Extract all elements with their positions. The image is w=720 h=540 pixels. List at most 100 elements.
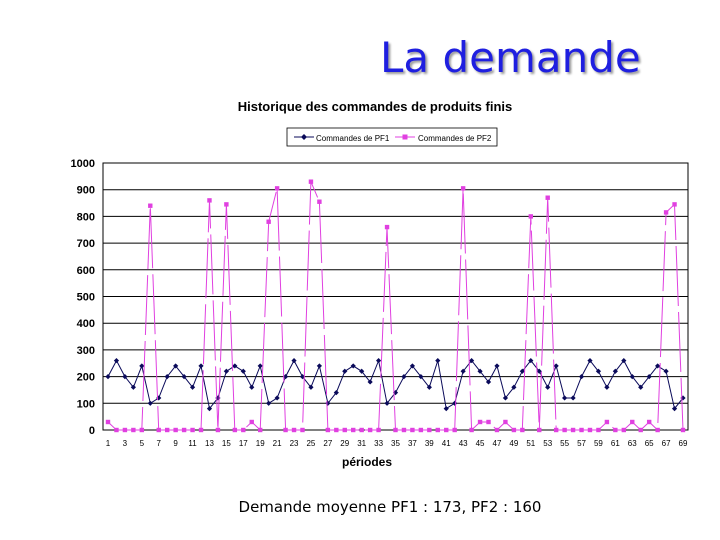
x-tick-label: 55 <box>560 439 569 448</box>
data-point-pf1 <box>223 368 229 374</box>
x-tick-label: 49 <box>509 439 518 448</box>
data-point-pf2 <box>249 419 254 425</box>
data-point-pf1 <box>274 395 280 401</box>
data-point-pf1 <box>257 363 263 369</box>
data-point-pf2 <box>672 202 677 207</box>
data-point-pf1 <box>646 374 652 380</box>
x-tick-label: 45 <box>476 439 485 448</box>
data-point-pf1 <box>570 395 576 401</box>
x-tick-label: 13 <box>205 439 214 448</box>
data-point-pf2 <box>638 427 643 433</box>
data-point-pf1 <box>130 384 136 390</box>
data-point-pf2 <box>503 419 508 425</box>
data-point-pf2 <box>410 427 415 433</box>
data-point-pf1 <box>528 357 534 364</box>
x-tick-label: 7 <box>157 439 162 448</box>
data-point-pf1 <box>562 395 568 401</box>
data-point-pf1 <box>266 400 272 406</box>
data-point-pf1 <box>249 384 255 390</box>
data-point-pf2 <box>266 219 271 224</box>
data-point-pf2 <box>359 427 364 433</box>
x-tick-label: 23 <box>290 439 299 448</box>
data-point-pf2 <box>401 427 407 433</box>
data-point-pf2 <box>317 199 322 204</box>
data-point-pf1 <box>350 363 356 369</box>
data-point-pf2 <box>300 427 305 433</box>
data-point-pf1 <box>469 357 475 364</box>
x-tick-label: 21 <box>273 439 282 448</box>
data-point-pf1 <box>578 374 585 380</box>
data-point-pf2 <box>156 427 161 433</box>
data-point-pf2 <box>613 427 618 433</box>
data-point-pf1 <box>367 379 373 385</box>
data-point-pf1 <box>308 384 314 390</box>
data-point-pf1 <box>612 368 618 374</box>
x-tick-label: 17 <box>239 439 248 448</box>
data-point-pf2 <box>587 427 593 433</box>
data-point-pf1 <box>359 368 365 374</box>
data-point-pf2 <box>198 427 204 433</box>
data-point-pf2 <box>105 419 111 425</box>
y-tick-label: 900 <box>77 185 95 197</box>
x-tick-label: 25 <box>306 439 315 448</box>
legend-label-pf2: Commandes de PF2 <box>418 134 492 143</box>
footer-text: Demande moyenne PF1 : 173, PF2 : 160 <box>0 498 720 516</box>
data-point-pf1 <box>443 406 449 412</box>
x-axis: 1 3 5 7 9 11 13 15 17 19 21 23 25 27 29 31 33 35 37 39 41 43 4… <box>106 439 688 448</box>
y-tick-label: 500 <box>77 292 95 304</box>
footer-average-demand: Demande moyenne PF1 : 173, PF2 : 160 <box>238 498 542 516</box>
chart-title: Historique des commandes de produits fin… <box>238 99 513 114</box>
data-point-pf1 <box>452 400 458 406</box>
x-tick-label: 19 <box>256 439 265 448</box>
data-point-pf2 <box>334 427 339 433</box>
data-point-pf1 <box>536 368 542 374</box>
x-tick-label: 27 <box>323 439 332 448</box>
y-tick-label: 200 <box>77 372 95 384</box>
data-point-pf1 <box>215 395 221 401</box>
y-tick-label: 100 <box>77 398 95 410</box>
data-point-pf2 <box>486 419 491 425</box>
data-point-pf2 <box>215 427 221 433</box>
data-point-pf2 <box>122 427 128 433</box>
data-point-pf2 <box>224 202 229 207</box>
data-point-pf1 <box>460 368 466 374</box>
data-point-pf1 <box>189 384 196 390</box>
data-point-pf2 <box>351 427 356 433</box>
y-axis: 0 100 200 300 400 500 600 700 800 900 1000 <box>71 158 95 437</box>
data-point-pf2 <box>630 419 635 425</box>
x-tick-label: 31 <box>357 439 366 448</box>
data-point-pf2 <box>418 427 424 433</box>
data-point-pf2 <box>258 427 263 433</box>
x-tick-label: 65 <box>645 439 654 448</box>
data-point-pf2 <box>393 427 398 433</box>
data-point-pf1 <box>545 384 551 390</box>
data-point-pf1 <box>333 390 339 396</box>
x-axis-label: périodes <box>342 455 392 469</box>
data-point-pf2 <box>181 427 187 433</box>
data-point-pf2 <box>427 427 432 433</box>
data-point-pf2 <box>164 427 170 433</box>
data-point-pf2 <box>477 419 483 425</box>
data-point-pf1 <box>553 363 559 369</box>
x-tick-label: 11 <box>188 439 197 448</box>
data-point-pf2 <box>114 427 119 433</box>
data-point-pf1 <box>595 368 602 374</box>
data-point-pf1 <box>426 384 432 390</box>
x-tick-label: 67 <box>662 439 671 448</box>
data-point-pf2 <box>596 427 601 433</box>
y-tick-label: 600 <box>77 265 95 277</box>
data-point-pf2 <box>291 427 297 433</box>
data-point-pf1 <box>435 357 441 364</box>
data-point-pf2 <box>376 427 381 433</box>
y-tick-label: 700 <box>77 238 95 250</box>
y-tick-label: 1000 <box>71 158 95 170</box>
data-point-pf1 <box>401 374 407 380</box>
data-point-pf2 <box>139 427 145 433</box>
data-point-pf2 <box>131 427 136 433</box>
data-point-pf2 <box>663 210 669 215</box>
data-point-pf1 <box>680 395 686 401</box>
x-tick-label: 35 <box>391 439 400 448</box>
data-point-pf1 <box>655 363 661 369</box>
data-point-pf2 <box>646 419 652 425</box>
